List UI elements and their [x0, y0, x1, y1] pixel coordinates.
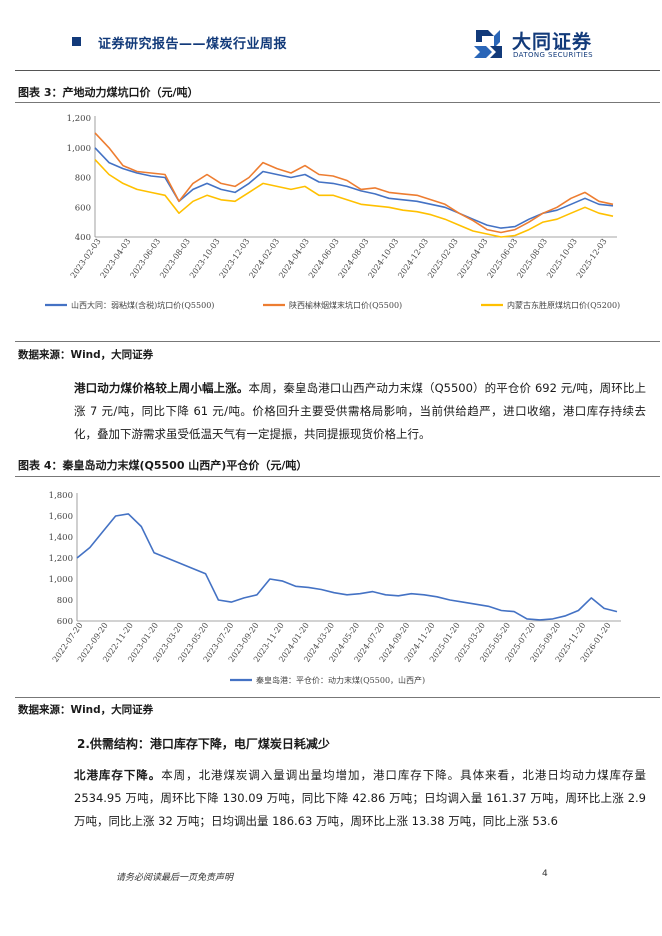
y-tick-label: 1,400	[49, 533, 73, 543]
x-tick-label: 2024-02-03	[247, 237, 281, 280]
figure3-top-rule	[15, 102, 660, 103]
y-tick-label: 1,600	[49, 512, 73, 522]
x-tick-label: 2025-06-03	[486, 237, 520, 280]
x-tick-label: 2023-04-03	[99, 237, 133, 280]
x-tick-label: 2025-12-03	[575, 237, 609, 280]
y-tick-label: 600	[75, 203, 91, 213]
logo-mark-icon	[474, 30, 502, 58]
x-tick-label: 2023-06-03	[128, 237, 162, 280]
y-tick-label: 1,000	[67, 144, 91, 154]
x-tick-label: 2023-12-03	[218, 237, 252, 280]
y-tick-label: 400	[75, 233, 91, 243]
x-tick-label: 2024-10-03	[366, 237, 400, 280]
logo-english-name: DATONG SECURITIES	[513, 51, 593, 59]
figure4-bottom-rule	[15, 697, 660, 698]
figure4-source: 数据来源：Wind，大同证券	[18, 704, 154, 716]
disclaimer-note: 请务必阅读最后一页免责声明	[116, 873, 234, 883]
legend-label: 内蒙古东胜原煤坑口价(Q5200)	[507, 300, 620, 310]
x-tick-label: 2024-06-03	[307, 237, 341, 280]
x-tick-label: 2025-02-03	[426, 237, 460, 280]
y-tick-label: 1,000	[49, 575, 73, 585]
price-paragraph-lead: 港口动力煤价格较上周小幅上涨。	[74, 381, 249, 395]
x-tick-label: 2024-12-03	[396, 237, 430, 280]
x-tick-label: 2025-04-03	[456, 237, 490, 280]
figure3-source: 数据来源：Wind，大同证券	[18, 349, 154, 361]
series-line	[94, 132, 614, 234]
inventory-paragraph-body: 本周，北港煤炭调入量调出量均增加，港口库存下降。具体来看，北港日均动力煤库存量 …	[74, 768, 647, 828]
figure4-title: 图表 4：秦皇岛动力末煤(Q5500 山西产)平仓价（元/吨）	[18, 459, 308, 472]
inventory-paragraph: 北港库存下降。本周，北港煤炭调入量调出量均增加，港口库存下降。具体来看，北港日均…	[74, 764, 646, 833]
header-bullet	[72, 37, 81, 46]
y-tick-label: 1,200	[67, 114, 91, 124]
company-logo: 大同证券 DATONG SECURITIES	[468, 24, 618, 64]
y-tick-label: 800	[57, 596, 73, 606]
x-tick-label: 2023-10-03	[188, 237, 222, 280]
x-tick-label: 2024-04-03	[277, 237, 311, 280]
figure4-top-rule	[15, 476, 660, 477]
section2-heading: 2.供需结构：港口库存下降，电厂煤炭日耗减少	[77, 737, 330, 751]
y-tick-label: 600	[57, 617, 73, 627]
figure3-title: 图表 3：产地动力煤坑口价（元/吨）	[18, 86, 199, 99]
figure3-bottom-rule	[15, 341, 660, 342]
series-line	[76, 513, 618, 621]
x-tick-label: 2023-08-03	[158, 237, 192, 280]
header-divider	[15, 70, 660, 71]
y-tick-label: 800	[75, 174, 91, 184]
logo-name: 大同证券	[512, 31, 593, 53]
price-paragraph: 港口动力煤价格较上周小幅上涨。本周，秦皇岛港口山西产动力末煤（Q5500）的平仓…	[74, 377, 646, 446]
report-type-title: 证券研究报告——煤炭行业周报	[98, 37, 288, 52]
legend-label: 秦皇岛港：平仓价：动力末煤(Q5500，山西产)	[256, 675, 425, 685]
series-line	[94, 159, 614, 238]
figure4-chart: 1,8001,6001,4001,2001,0008006002022-07-2…	[49, 491, 621, 685]
figure3-chart: 1,2001,0008006004002023-02-032023-04-032…	[45, 114, 620, 310]
x-tick-label: 2023-02-03	[69, 237, 103, 280]
legend-label: 陕西榆林烟煤末坑口价(Q5500)	[289, 300, 402, 310]
inventory-paragraph-lead: 北港库存下降。	[74, 768, 162, 782]
x-tick-label: 2025-10-03	[545, 237, 579, 280]
price-paragraph-body: 本周，秦皇岛港口山西产动力末煤（Q5500）的平仓价 692 元/吨，周环比上涨…	[74, 381, 647, 441]
y-tick-label: 1,200	[49, 554, 73, 564]
x-tick-label: 2024-08-03	[337, 237, 371, 280]
y-tick-label: 1,800	[49, 491, 73, 501]
x-tick-label: 2025-08-03	[515, 237, 549, 280]
legend-label: 山西大同：弱粘煤(含税)坑口价(Q5500)	[71, 300, 214, 310]
page-number: 4	[542, 869, 548, 879]
